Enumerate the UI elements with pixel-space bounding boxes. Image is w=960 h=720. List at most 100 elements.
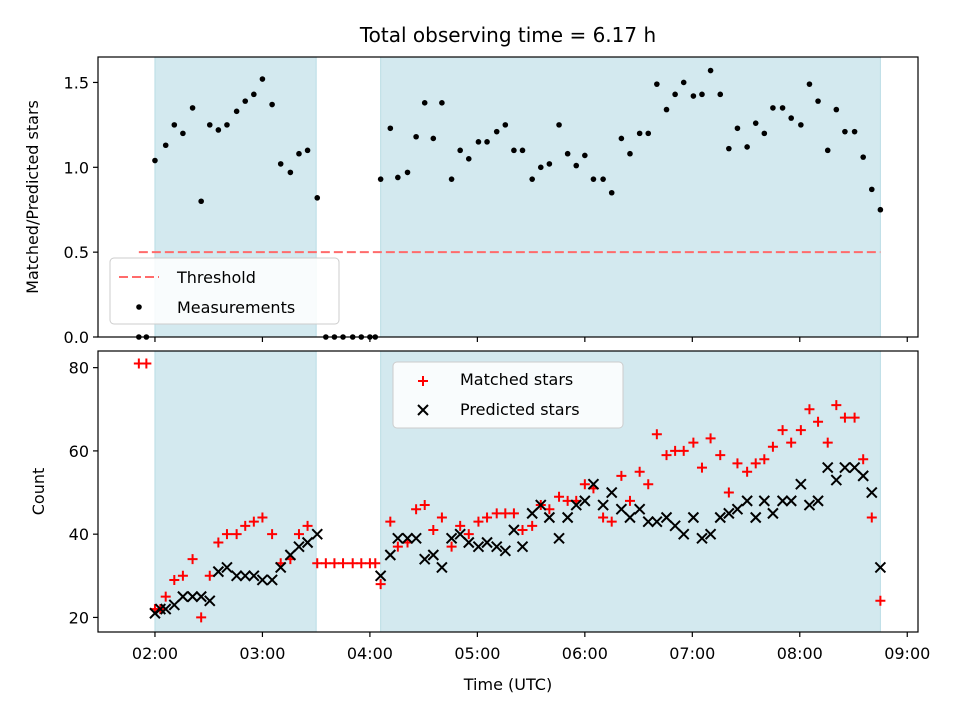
measurements-marker: [645, 130, 652, 137]
measurements-marker: [690, 93, 697, 99]
measurements-marker: [296, 150, 302, 157]
matched-stars-marker: [750, 458, 761, 469]
measurements-marker: [413, 133, 419, 140]
matched-stars-marker: [320, 558, 331, 569]
measurements-marker: [707, 67, 714, 74]
measurements-marker: [502, 122, 509, 128]
predicted-stars-marker: [642, 515, 654, 528]
matched-stars-marker: [302, 520, 313, 531]
measurements-marker: [573, 162, 580, 169]
measurements-marker: [277, 161, 284, 167]
measurements-marker: [779, 105, 786, 111]
predicted-stars-marker: [472, 540, 485, 553]
matched-stars-marker: [169, 574, 180, 585]
measurements-marker: [654, 81, 660, 87]
predicted-stars-marker: [731, 503, 744, 515]
measurements-marker: [519, 147, 526, 154]
predicted-stars-marker: [410, 532, 422, 545]
measurements-marker: [314, 195, 321, 201]
matched-stars-marker: [428, 525, 439, 536]
measurements-marker: [465, 156, 472, 162]
predicted-stars-marker: [293, 540, 305, 553]
measurements-marker: [860, 154, 866, 160]
predicted-stars-marker: [212, 565, 225, 578]
predicted-stars-marker: [812, 495, 824, 507]
predicted-stars-marker: [704, 528, 717, 540]
legend-predicted-swatch: [417, 404, 429, 416]
measurements-marker: [726, 145, 732, 152]
matched-stars-marker: [329, 558, 340, 569]
measurements-marker: [636, 130, 643, 137]
measurements-marker: [189, 105, 196, 111]
matched-stars-marker: [385, 516, 396, 527]
measurements-marker: [171, 122, 178, 128]
matched-stars-marker: [742, 466, 753, 477]
matched-stars-marker: [767, 441, 778, 452]
ratio-panel: 0.0 0.5 1.0 1.5 Matched/Predicted stars Thres…: [23, 56, 919, 347]
measurements-marker: [242, 98, 249, 104]
measurements-marker: [395, 174, 401, 181]
predicted-stars-marker: [741, 495, 753, 507]
measurements-marker: [663, 106, 670, 113]
matched-stars-marker: [606, 516, 617, 527]
matched-stars-marker: [759, 454, 770, 465]
measurements-marker: [590, 176, 597, 182]
predicted-stars-marker: [177, 590, 189, 603]
matched-stars-marker: [347, 558, 358, 569]
predicted-stars-marker: [374, 570, 387, 582]
matched-stars-marker: [598, 512, 609, 523]
measurements-marker: [251, 91, 257, 98]
observing-window-shade: [154, 350, 317, 633]
y-tick-label: 80: [69, 359, 89, 378]
measurements-marker: [806, 81, 813, 87]
predicted-stars-marker: [221, 561, 233, 574]
chart-title: Total observing time = 6.17 h: [359, 23, 656, 47]
predicted-stars-marker: [168, 599, 181, 611]
y-axis-label: Matched/Predicted stars: [23, 100, 42, 294]
predicted-stars-marker: [624, 511, 636, 524]
measurements-marker: [162, 142, 169, 149]
matched-stars-marker: [248, 516, 259, 527]
predicted-stars-marker: [785, 495, 797, 507]
measurements-marker: [546, 161, 553, 167]
observing-window-shade: [380, 56, 881, 338]
measurements-marker: [430, 135, 437, 142]
predicted-stars-marker: [597, 499, 609, 511]
x-tick-label: 05:00: [454, 644, 500, 663]
predicted-stars-marker: [570, 499, 582, 511]
predicted-stars-marker: [803, 499, 816, 511]
measurements-marker: [564, 150, 571, 157]
measurements-marker: [824, 147, 831, 154]
measurements-marker: [259, 76, 266, 82]
predicted-stars-marker: [392, 532, 404, 545]
predicted-stars-marker: [696, 532, 708, 545]
predicted-stars-marker: [822, 461, 834, 474]
plot-frame: [97, 350, 919, 633]
measurements-marker: [457, 147, 463, 154]
legend-matched-label: Matched stars: [460, 370, 573, 389]
predicted-stars-marker: [543, 511, 556, 524]
predicted-stars-marker: [795, 478, 807, 490]
predicted-stars-marker: [660, 511, 673, 524]
measurements-marker: [672, 91, 678, 98]
matched-stars-marker: [356, 558, 367, 569]
y-tick-label: 1.0: [64, 158, 89, 177]
measurements-marker: [215, 127, 222, 133]
measurements-marker: [556, 122, 562, 128]
matched-stars-marker: [849, 412, 860, 423]
matched-stars-marker: [411, 504, 422, 515]
predicted-stars-marker: [419, 553, 431, 565]
measurements-marker: [788, 115, 794, 121]
legend-box: [109, 257, 340, 325]
predicted-stars-marker: [750, 511, 762, 524]
matched-stars-marker: [446, 541, 457, 552]
matched-stars-marker: [312, 558, 323, 569]
x-tick-label: 06:00: [562, 644, 608, 663]
matched-stars-marker: [688, 437, 699, 448]
predicted-stars-marker: [553, 532, 565, 545]
predicted-stars-marker: [767, 507, 779, 520]
measurements-marker: [833, 106, 840, 113]
predicted-stars-marker: [274, 561, 287, 574]
matched-stars-marker: [705, 433, 716, 444]
predicted-stars-marker: [445, 532, 458, 545]
